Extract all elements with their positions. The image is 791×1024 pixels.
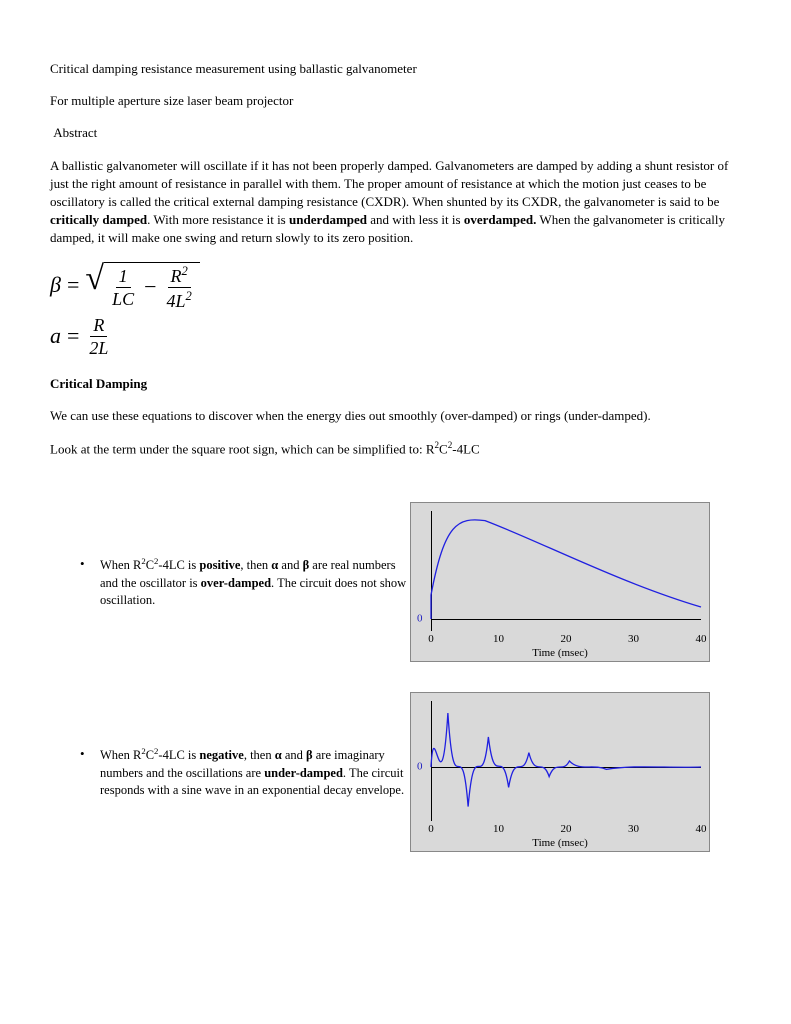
b2-negative: negative <box>199 748 243 762</box>
chart2-zero: 0 <box>417 760 423 775</box>
den-L-sup: 2 <box>186 289 192 303</box>
chart2-xlabel: Time (msec) <box>532 836 588 851</box>
bullet-text-overdamped: When R2C2-4LC is positive, then α and β … <box>50 555 410 610</box>
chart-underdamped: 0 0 10 20 30 40 Time (msec) <box>410 692 710 852</box>
den-La: L <box>98 338 108 358</box>
chart1-zero: 0 <box>417 612 423 627</box>
sym-a: a <box>50 321 61 352</box>
num-Ra: R <box>90 316 107 337</box>
num-R-sup: 2 <box>182 264 188 278</box>
chart1-xt3: 30 <box>628 632 639 647</box>
b2-beta: β <box>306 748 313 762</box>
bullet-text-underdamped: When R2C2-4LC is negative, then α and β … <box>50 745 410 800</box>
b1-pre: When R <box>100 558 141 572</box>
sym-eq2: = <box>67 321 79 352</box>
chart2-curve <box>431 701 701 821</box>
num-R: R <box>171 266 182 286</box>
crit-p2-mid: C <box>439 441 448 456</box>
bullet-row-overdamped: When R2C2-4LC is positive, then α and β … <box>50 502 741 662</box>
formula-a: a = R 2L <box>50 316 741 357</box>
b1-then: , then <box>240 558 271 572</box>
crit-p2-pre: Look at the term under the square root s… <box>50 441 435 456</box>
b1-overdamped: over-damped <box>201 576 271 590</box>
chart2-xt4: 40 <box>696 822 707 837</box>
abstract-t4: and with less it is <box>367 212 464 227</box>
frac-R2-4L2: R2 4L2 <box>167 265 192 310</box>
abstract-label: Abstract <box>50 124 741 142</box>
abstract-bold-critically: critically damped <box>50 212 147 227</box>
chart2-xt3: 30 <box>628 822 639 837</box>
num-1: 1 <box>116 267 131 288</box>
abstract-t0: A ballistic galvanometer will oscillate … <box>50 158 728 209</box>
abstract-body: A ballistic galvanometer will oscillate … <box>50 157 741 248</box>
bullet-row-underdamped: When R2C2-4LC is negative, then α and β … <box>50 692 741 852</box>
sqrt-icon: √ <box>85 262 104 310</box>
doc-title: Critical damping resistance measurement … <box>50 60 741 78</box>
chart1-curve <box>431 511 701 631</box>
b2-then: , then <box>244 748 275 762</box>
chart1-xt4: 40 <box>696 632 707 647</box>
b2-and: and <box>282 748 306 762</box>
abstract-bold-over: overdamped. <box>464 212 537 227</box>
b1-mid: C <box>146 558 154 572</box>
formula-block: β = √ 1 LC − R2 4L2 a = R 2L <box>50 262 741 357</box>
b2-underdamped: under-damped <box>264 766 343 780</box>
doc-subtitle: For multiple aperture size laser beam pr… <box>50 92 741 110</box>
chart1-xlabel: Time (msec) <box>532 646 588 661</box>
frac-R-2L: R 2L <box>89 316 108 357</box>
abstract-label-text: Abstract <box>53 125 97 140</box>
sym-eq1: = <box>67 270 79 301</box>
crit-p2-post: -4LC <box>452 441 479 456</box>
formula-beta: β = √ 1 LC − R2 4L2 <box>50 262 741 310</box>
chart-overdamped: 0 0 10 20 30 40 Time (msec) <box>410 502 710 662</box>
b1-positive: positive <box>199 558 240 572</box>
den-L: L <box>176 291 186 311</box>
frac-1-LC: 1 LC <box>112 267 134 308</box>
chart2-xt0: 0 <box>428 822 434 837</box>
chart1-plot <box>431 511 701 631</box>
b2-p1: -4LC is <box>158 748 199 762</box>
chart2-xt1: 10 <box>493 822 504 837</box>
b2-pre: When R <box>100 748 141 762</box>
sym-beta: β <box>50 270 61 301</box>
crit-p1: We can use these equations to discover w… <box>50 407 741 425</box>
chart1-xt1: 10 <box>493 632 504 647</box>
b1-and: and <box>278 558 302 572</box>
chart1-xt0: 0 <box>428 632 434 647</box>
den-4: 4 <box>167 291 176 311</box>
abstract-t2: . With more resistance it is <box>147 212 289 227</box>
crit-p2: Look at the term under the square root s… <box>50 439 741 459</box>
b2-alpha: α <box>275 748 282 762</box>
section-critical-damping: Critical Damping <box>50 375 741 393</box>
den-LC: LC <box>112 288 134 308</box>
sym-minus: − <box>144 272 156 303</box>
b1-p1: -4LC is <box>158 558 199 572</box>
b2-mid: C <box>146 748 154 762</box>
abstract-bold-under: underdamped <box>289 212 367 227</box>
chart2-plot <box>431 701 701 821</box>
